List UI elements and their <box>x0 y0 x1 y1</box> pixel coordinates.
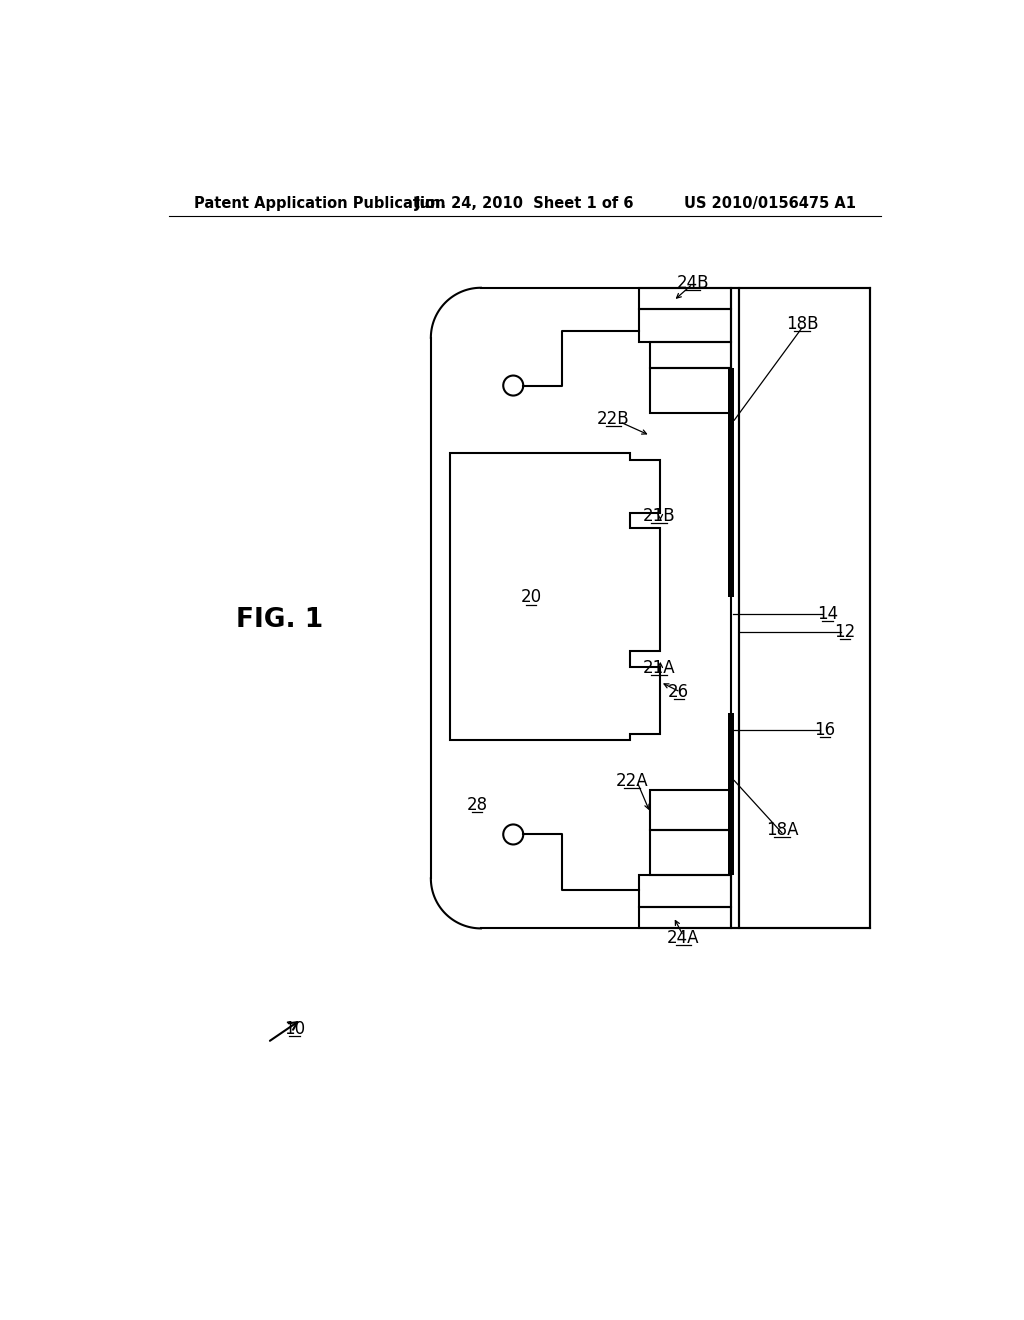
Text: 21B: 21B <box>642 507 675 524</box>
Text: 24B: 24B <box>677 275 709 292</box>
Text: 28: 28 <box>467 796 487 814</box>
Text: 14: 14 <box>817 606 838 623</box>
Text: 22B: 22B <box>597 409 630 428</box>
Text: 21A: 21A <box>642 659 675 677</box>
Text: 10: 10 <box>284 1019 305 1038</box>
Bar <box>639 309 731 342</box>
Bar <box>650 789 731 830</box>
Text: 16: 16 <box>814 721 836 739</box>
Text: FIG. 1: FIG. 1 <box>236 607 323 634</box>
Bar <box>739 288 869 928</box>
Text: 12: 12 <box>835 623 856 642</box>
Bar <box>639 288 731 309</box>
Text: Patent Application Publication: Patent Application Publication <box>194 195 445 211</box>
Text: 20: 20 <box>520 589 542 606</box>
Bar <box>639 907 731 928</box>
Bar <box>650 342 731 368</box>
Text: US 2010/0156475 A1: US 2010/0156475 A1 <box>684 195 856 211</box>
Bar <box>728 368 734 597</box>
Text: 18B: 18B <box>785 315 818 333</box>
Text: 24A: 24A <box>668 929 699 946</box>
Bar <box>650 368 731 412</box>
Bar <box>639 874 731 907</box>
Text: 22A: 22A <box>615 772 648 789</box>
Bar <box>728 713 734 875</box>
Text: Jun. 24, 2010  Sheet 1 of 6: Jun. 24, 2010 Sheet 1 of 6 <box>415 195 635 211</box>
Bar <box>650 830 731 874</box>
Text: 18A: 18A <box>766 821 799 838</box>
Text: 26: 26 <box>669 682 689 701</box>
Bar <box>731 288 739 928</box>
